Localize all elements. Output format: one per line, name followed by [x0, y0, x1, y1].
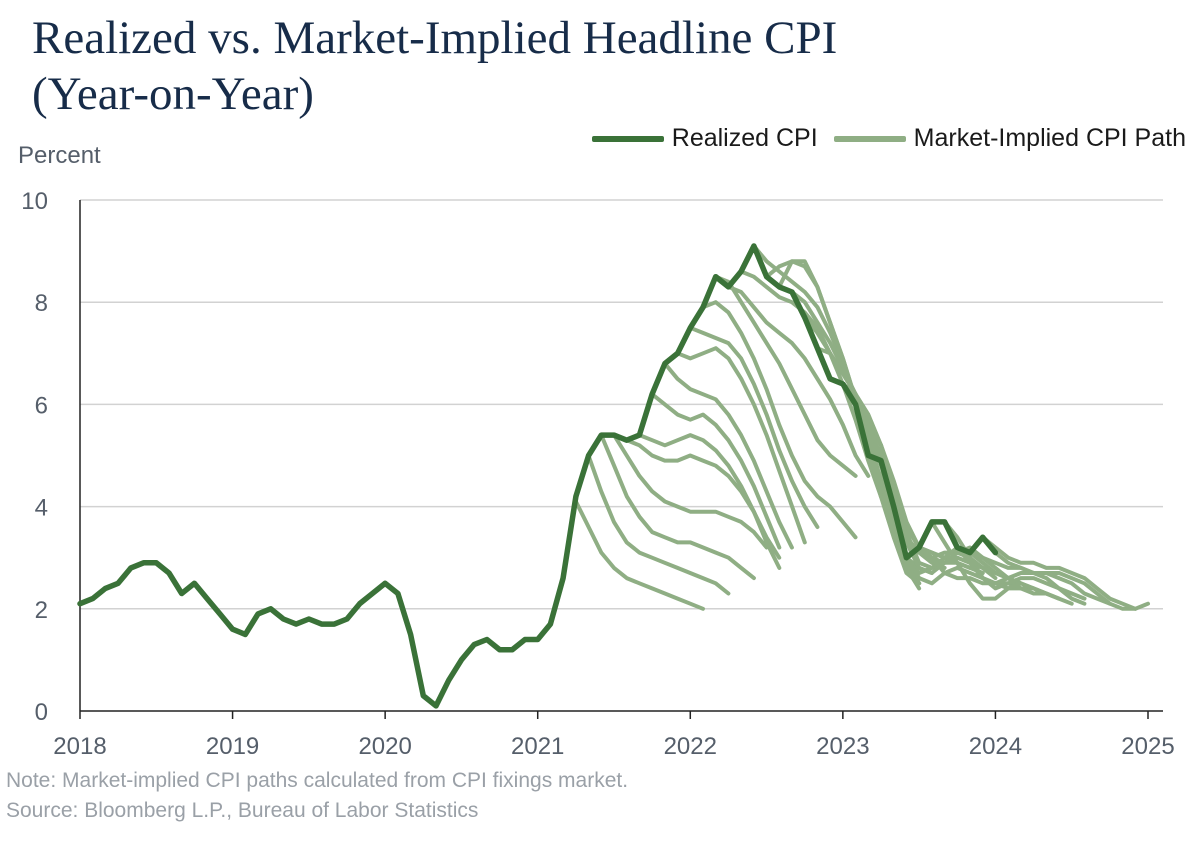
chart-footer: Note: Market-implied CPI paths calculate…	[6, 766, 628, 826]
chart-title-line-1: Realized vs. Market-Implied Headline CPI	[32, 12, 838, 64]
legend-item-realized: Realized CPI	[591, 124, 818, 153]
implied-path-9	[675, 346, 807, 545]
realized-series	[77, 243, 999, 709]
legend-label-implied: Market-Implied CPI Path	[913, 124, 1186, 152]
implied-path-5	[624, 438, 782, 560]
legend-swatch-implied	[833, 135, 906, 142]
implied-paths	[573, 244, 1150, 611]
implied-path-8	[662, 361, 794, 550]
implied-path-3	[599, 433, 756, 581]
axes	[79, 200, 1163, 719]
y-tick-label: 2	[35, 597, 48, 624]
chart-legend: Realized CPI Market-Implied CPI Path	[591, 124, 1186, 153]
implied-path-34	[993, 550, 1150, 611]
implied-path-29	[929, 519, 1074, 606]
x-tick-label: 2023	[816, 733, 869, 760]
x-tick-label: 2018	[53, 733, 106, 760]
y-tick-label: 0	[35, 699, 48, 726]
implied-path-11	[700, 300, 858, 540]
implied-path-13	[726, 284, 871, 478]
y-axis-label: Percent	[18, 142, 101, 169]
realized-cpi-line	[77, 243, 999, 709]
x-tick-label: 2025	[1121, 733, 1174, 760]
tick-labels: 0 2 4 6 8 10 2018 2019 2020 2021 2022 2023 2024 2025	[21, 188, 1174, 760]
implied-path-10	[688, 325, 820, 529]
x-tick-label: 2020	[358, 733, 411, 760]
y-tick-label: 4	[35, 495, 48, 522]
y-tick-label: 8	[35, 290, 48, 317]
x-tick-label: 2021	[511, 733, 564, 760]
implied-path-7	[650, 392, 782, 550]
grid-lines	[80, 199, 1163, 610]
implied-path-1	[573, 499, 705, 611]
note-text: Note: Market-implied CPI paths calculate…	[6, 769, 629, 792]
y-tick-label: 6	[35, 392, 48, 419]
implied-path-33	[980, 535, 1138, 611]
implied-path-2	[586, 453, 731, 596]
chart-title-line-2: (Year-on-Year)	[32, 68, 314, 120]
source-text: Source: Bloomberg L.P., Bureau of Labor …	[6, 799, 479, 822]
implied-path-25	[879, 458, 1023, 591]
implied-path-4	[612, 433, 769, 550]
implied-path-14	[739, 269, 896, 529]
implied-path-12	[713, 274, 858, 478]
implied-path-32	[967, 550, 1112, 606]
y-tick-label: 10	[21, 188, 48, 215]
implied-path-6	[637, 433, 782, 570]
legend-item-implied: Market-Implied CPI Path	[833, 124, 1186, 153]
chart-title: Realized vs. Market-Implied Headline CPI…	[32, 10, 837, 122]
implied-path-31	[955, 545, 1087, 606]
legend-label-realized: Realized CPI	[671, 124, 818, 152]
x-tick-label: 2022	[664, 733, 717, 760]
x-tick-label: 2019	[206, 733, 259, 760]
x-tick-label: 2024	[969, 733, 1022, 760]
legend-swatch-realized	[591, 135, 664, 142]
